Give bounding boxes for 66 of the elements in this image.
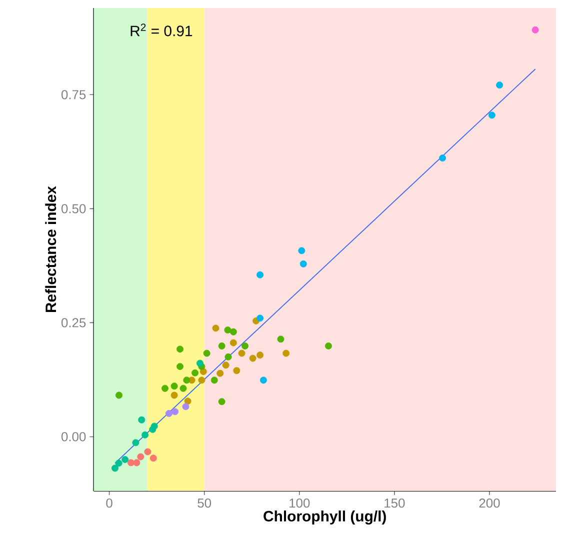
point (256, 271, 264, 278)
point (137, 453, 144, 460)
point (122, 456, 129, 464)
x-tick-label: 50 (198, 498, 212, 508)
point (192, 369, 199, 376)
point (238, 350, 246, 357)
y-tick-label: 0.75 (61, 90, 86, 100)
point (277, 336, 284, 343)
point (112, 464, 118, 472)
point (256, 352, 264, 359)
point (150, 454, 157, 462)
point (222, 362, 230, 369)
point (210, 376, 218, 384)
point (138, 416, 146, 424)
point (142, 431, 149, 438)
point (170, 392, 178, 399)
point (324, 342, 332, 350)
y-axis-title: Reflectance index (45, 186, 56, 312)
point (212, 324, 220, 332)
point (132, 439, 140, 446)
point (260, 376, 267, 384)
point (182, 403, 190, 410)
x-axis-title: Chlorophyll (ug/l) (264, 510, 386, 525)
point (133, 459, 140, 466)
point (224, 353, 232, 360)
point (496, 82, 504, 89)
point (218, 398, 226, 406)
point (242, 342, 248, 350)
annotation: R$^{2}$ = 0.91 (130, 24, 192, 36)
point (256, 314, 264, 322)
point (203, 350, 210, 357)
point (176, 363, 184, 370)
x-tick-label: 100 (290, 498, 310, 508)
point (176, 346, 184, 353)
point (488, 112, 496, 119)
y-tick-label: 0.00 (61, 432, 86, 442)
point (115, 392, 122, 399)
point (282, 350, 290, 357)
point (161, 384, 168, 392)
point (233, 367, 240, 374)
point (196, 360, 204, 367)
x-tick-label: 0 (106, 498, 112, 508)
point (300, 260, 307, 268)
point (184, 398, 192, 405)
point (230, 328, 237, 336)
point (216, 370, 224, 377)
point (183, 376, 190, 384)
point (249, 354, 256, 362)
point (198, 376, 206, 384)
point (180, 384, 187, 392)
point (165, 410, 172, 417)
point (150, 422, 158, 430)
x-tick-label: 200 (479, 498, 500, 508)
y-tick-label: 0.25 (61, 318, 86, 328)
point (439, 154, 446, 162)
point (218, 342, 226, 350)
point (230, 339, 237, 346)
point (172, 408, 179, 416)
point (224, 326, 232, 334)
point (144, 448, 152, 456)
y-tick-label: 0.50 (61, 204, 86, 214)
point (532, 26, 539, 34)
point (115, 460, 122, 467)
x-tick-label: 150 (384, 498, 405, 508)
point (298, 247, 306, 254)
point (170, 382, 178, 390)
